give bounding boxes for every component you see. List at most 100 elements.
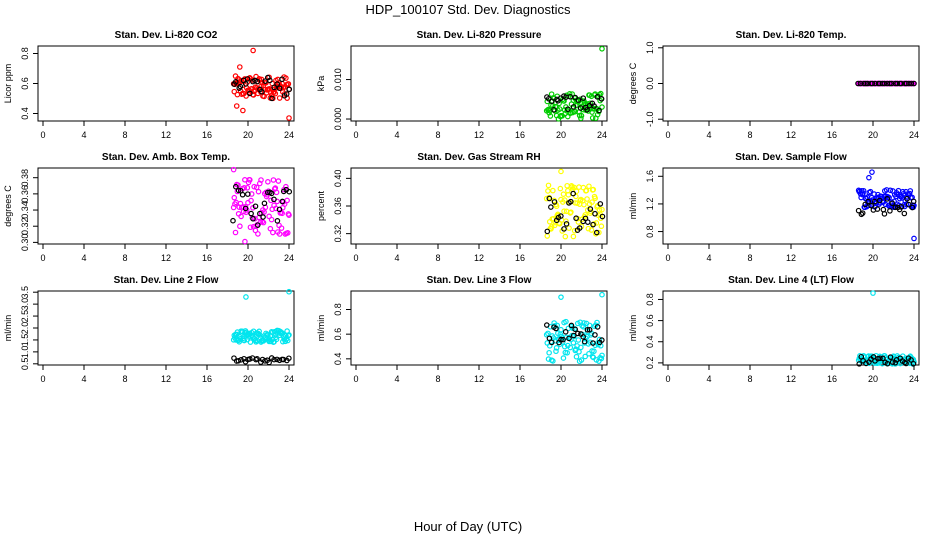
data-points: [855, 169, 917, 242]
x-tick-label: 20: [868, 374, 878, 384]
y-tick-label: 0.34: [20, 201, 30, 219]
data-point-black: [568, 322, 575, 329]
data-point-black: [546, 335, 553, 342]
data-point-black: [570, 190, 576, 197]
data-point: [578, 344, 584, 351]
data-point: [563, 318, 569, 325]
y-tick-label: -1.0: [645, 111, 655, 127]
data-point-black: [551, 199, 558, 205]
x-tick-label: 12: [161, 130, 171, 140]
data-point: [589, 115, 596, 121]
data-point-black: [881, 211, 888, 217]
data-point-black: [286, 86, 293, 93]
data-point: [278, 225, 285, 231]
data-point-black: [572, 326, 579, 333]
y-axis-label: degrees C: [3, 185, 13, 227]
data-point: [280, 333, 287, 340]
data-point: [576, 184, 582, 190]
data-point: [599, 206, 605, 213]
data-point-black: [274, 81, 280, 87]
data-point-black: [576, 225, 583, 231]
panel-6: Stan. Dev. Sample Flow ml/min 0 4 8 12 16 20 24 0…: [628, 152, 920, 263]
x-tick-label: 4: [394, 253, 399, 263]
data-point-black: [548, 339, 555, 346]
panel-9: Stan. Dev. Line 4 (LT) Flow ml/min 0 4 8 12 16…: [628, 275, 920, 384]
outlier-point: [237, 64, 243, 70]
data-point-black: [250, 215, 256, 222]
data-points: [230, 166, 293, 245]
x-tick-label: 20: [243, 374, 253, 384]
x-tick-label: 8: [122, 253, 127, 263]
x-tick-label: 12: [161, 374, 171, 384]
outlier-point: [599, 291, 605, 298]
x-tick-label: 24: [909, 130, 919, 140]
data-point-black: [598, 95, 605, 102]
y-tick-label: 0.000: [333, 108, 343, 131]
y-axis-label: kPa: [316, 76, 326, 92]
x-tick-label: 0: [353, 130, 358, 140]
data-point-black: [252, 203, 259, 210]
data-point: [268, 216, 275, 223]
x-tick-label: 16: [202, 253, 212, 263]
panel-title: Stan. Dev. Sample Flow: [735, 152, 847, 163]
data-point: [236, 339, 243, 345]
data-point: [545, 330, 551, 337]
data-point-black: [880, 355, 886, 362]
data-point-black: [575, 330, 581, 337]
outlier-point: [558, 294, 564, 300]
x-tick-label: 4: [394, 374, 399, 384]
data-point: [573, 353, 580, 360]
data-point: [273, 336, 280, 343]
data-point-black: [242, 81, 249, 87]
data-point-black: [877, 355, 883, 362]
y-tick-label: 0.0: [645, 77, 655, 90]
data-point-black: [856, 361, 863, 367]
x-tick-label: 16: [202, 130, 212, 140]
data-point: [568, 209, 574, 215]
data-point-black: [271, 84, 277, 91]
data-point-black: [268, 190, 275, 197]
data-point: [570, 339, 577, 346]
x-tick-label: 0: [353, 374, 358, 384]
y-tick-label: 0.8: [20, 47, 30, 60]
y-tick-label: 1.0: [20, 346, 30, 359]
data-point-black: [908, 80, 915, 87]
x-tick-label: 0: [40, 130, 45, 140]
data-point: [562, 233, 569, 240]
y-tick-label: 0.5: [20, 358, 30, 371]
data-point: [557, 185, 564, 192]
data-point: [596, 336, 603, 343]
data-point-black: [274, 356, 280, 363]
panel-2: Stan. Dev. Li-820 Pressure kPa 0 4 8 12 16 20 24…: [316, 30, 608, 140]
y-tick-label: 0.8: [333, 303, 343, 316]
data-point: [567, 344, 574, 351]
data-point: [283, 183, 289, 190]
data-point-black: [593, 229, 600, 236]
data-point: [572, 108, 579, 115]
x-tick-label: 16: [515, 130, 525, 140]
data-point-black: [872, 198, 878, 205]
data-point: [231, 194, 238, 201]
data-point: [560, 355, 567, 361]
x-tick-label: 20: [556, 130, 566, 140]
x-tick-label: 8: [435, 253, 440, 263]
data-point-black: [244, 76, 251, 82]
data-point-black: [874, 206, 881, 212]
x-tick-label: 16: [515, 374, 525, 384]
data-point: [599, 104, 605, 110]
data-point: [553, 203, 560, 210]
data-point-black: [266, 359, 272, 366]
data-point: [545, 106, 552, 113]
data-point: [586, 183, 592, 190]
data-point-black: [888, 80, 895, 87]
x-tick-label: 12: [474, 253, 484, 263]
data-point: [591, 105, 597, 112]
data-point-black: [903, 360, 909, 367]
data-point-black: [570, 104, 577, 110]
x-tick-label: 24: [284, 130, 294, 140]
data-point-black: [235, 187, 242, 194]
data-point-black: [276, 206, 283, 213]
data-point: [547, 113, 554, 119]
panel-8: Stan. Dev. Line 3 Flow ml/min 0 4 8 12 16 20 24 0…: [316, 275, 608, 384]
outlier-point: [866, 174, 872, 181]
